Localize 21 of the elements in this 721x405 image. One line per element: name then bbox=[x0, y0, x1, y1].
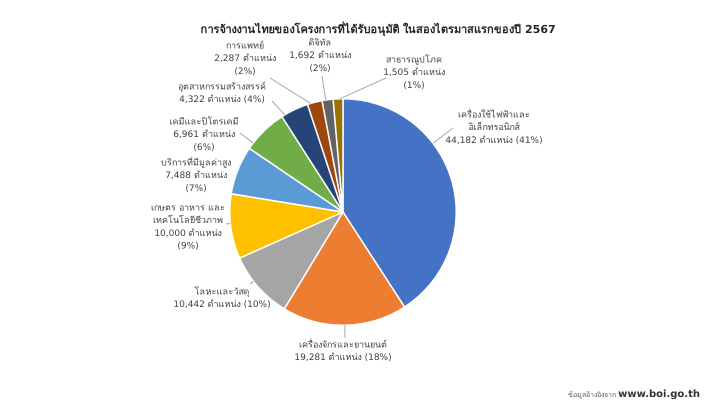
slice-label: บริการที่มีมูลค่าสูง bbox=[161, 155, 231, 168]
slice-label: การแพทย์ bbox=[226, 39, 264, 52]
slice-label: เคมีและปิโตรเคมี bbox=[170, 116, 238, 128]
data-label: 10,442 ตำแหน่ง (10%) bbox=[173, 299, 271, 310]
slice-label: ดิจิทัล bbox=[308, 37, 332, 48]
data-label: 1,505 ตำแหน่ง (1%) bbox=[383, 67, 445, 91]
data-label: 1,692 ตำแหน่ง (2%) bbox=[289, 50, 351, 74]
data-label: 10,000 ตำแหน่ง (9%) bbox=[154, 228, 222, 252]
slice-label: เครื่องใช้ไฟฟ้าและอิเล็กทรอนิกส์ bbox=[458, 107, 530, 134]
data-label: 44,182 ตำแหน่ง (41%) bbox=[445, 134, 543, 146]
slice-label: เครื่องจักรและยานยนต์ bbox=[299, 337, 387, 350]
data-label: 7,488 ตำแหน่ง (7%) bbox=[165, 170, 227, 194]
slice-label: โลหะและวัสดุ bbox=[194, 286, 250, 298]
slice-label: เกษตร อาหาร และเทคโนโลยีชีวภาพ bbox=[151, 203, 225, 226]
slice-label: อุตสาหกรรมสร้างสรรค์ bbox=[178, 80, 266, 92]
data-label: 2,287 ตำแหน่ง (2%) bbox=[214, 53, 276, 77]
slice-label: สาธารณูปโภค bbox=[386, 54, 442, 66]
data-label: 19,281 ตำแหน่ง (18%) bbox=[294, 352, 392, 364]
data-label: 4,322 ตำแหน่ง (4%) bbox=[179, 94, 265, 106]
data-label: 6,961 ตำแหน่ง (6%) bbox=[173, 129, 235, 153]
chart-title: การจ้างงานไทยของโครงการที่ได้รับอนุมัติ ในสองไตรมาสแรกของปี 2567 bbox=[200, 20, 556, 37]
